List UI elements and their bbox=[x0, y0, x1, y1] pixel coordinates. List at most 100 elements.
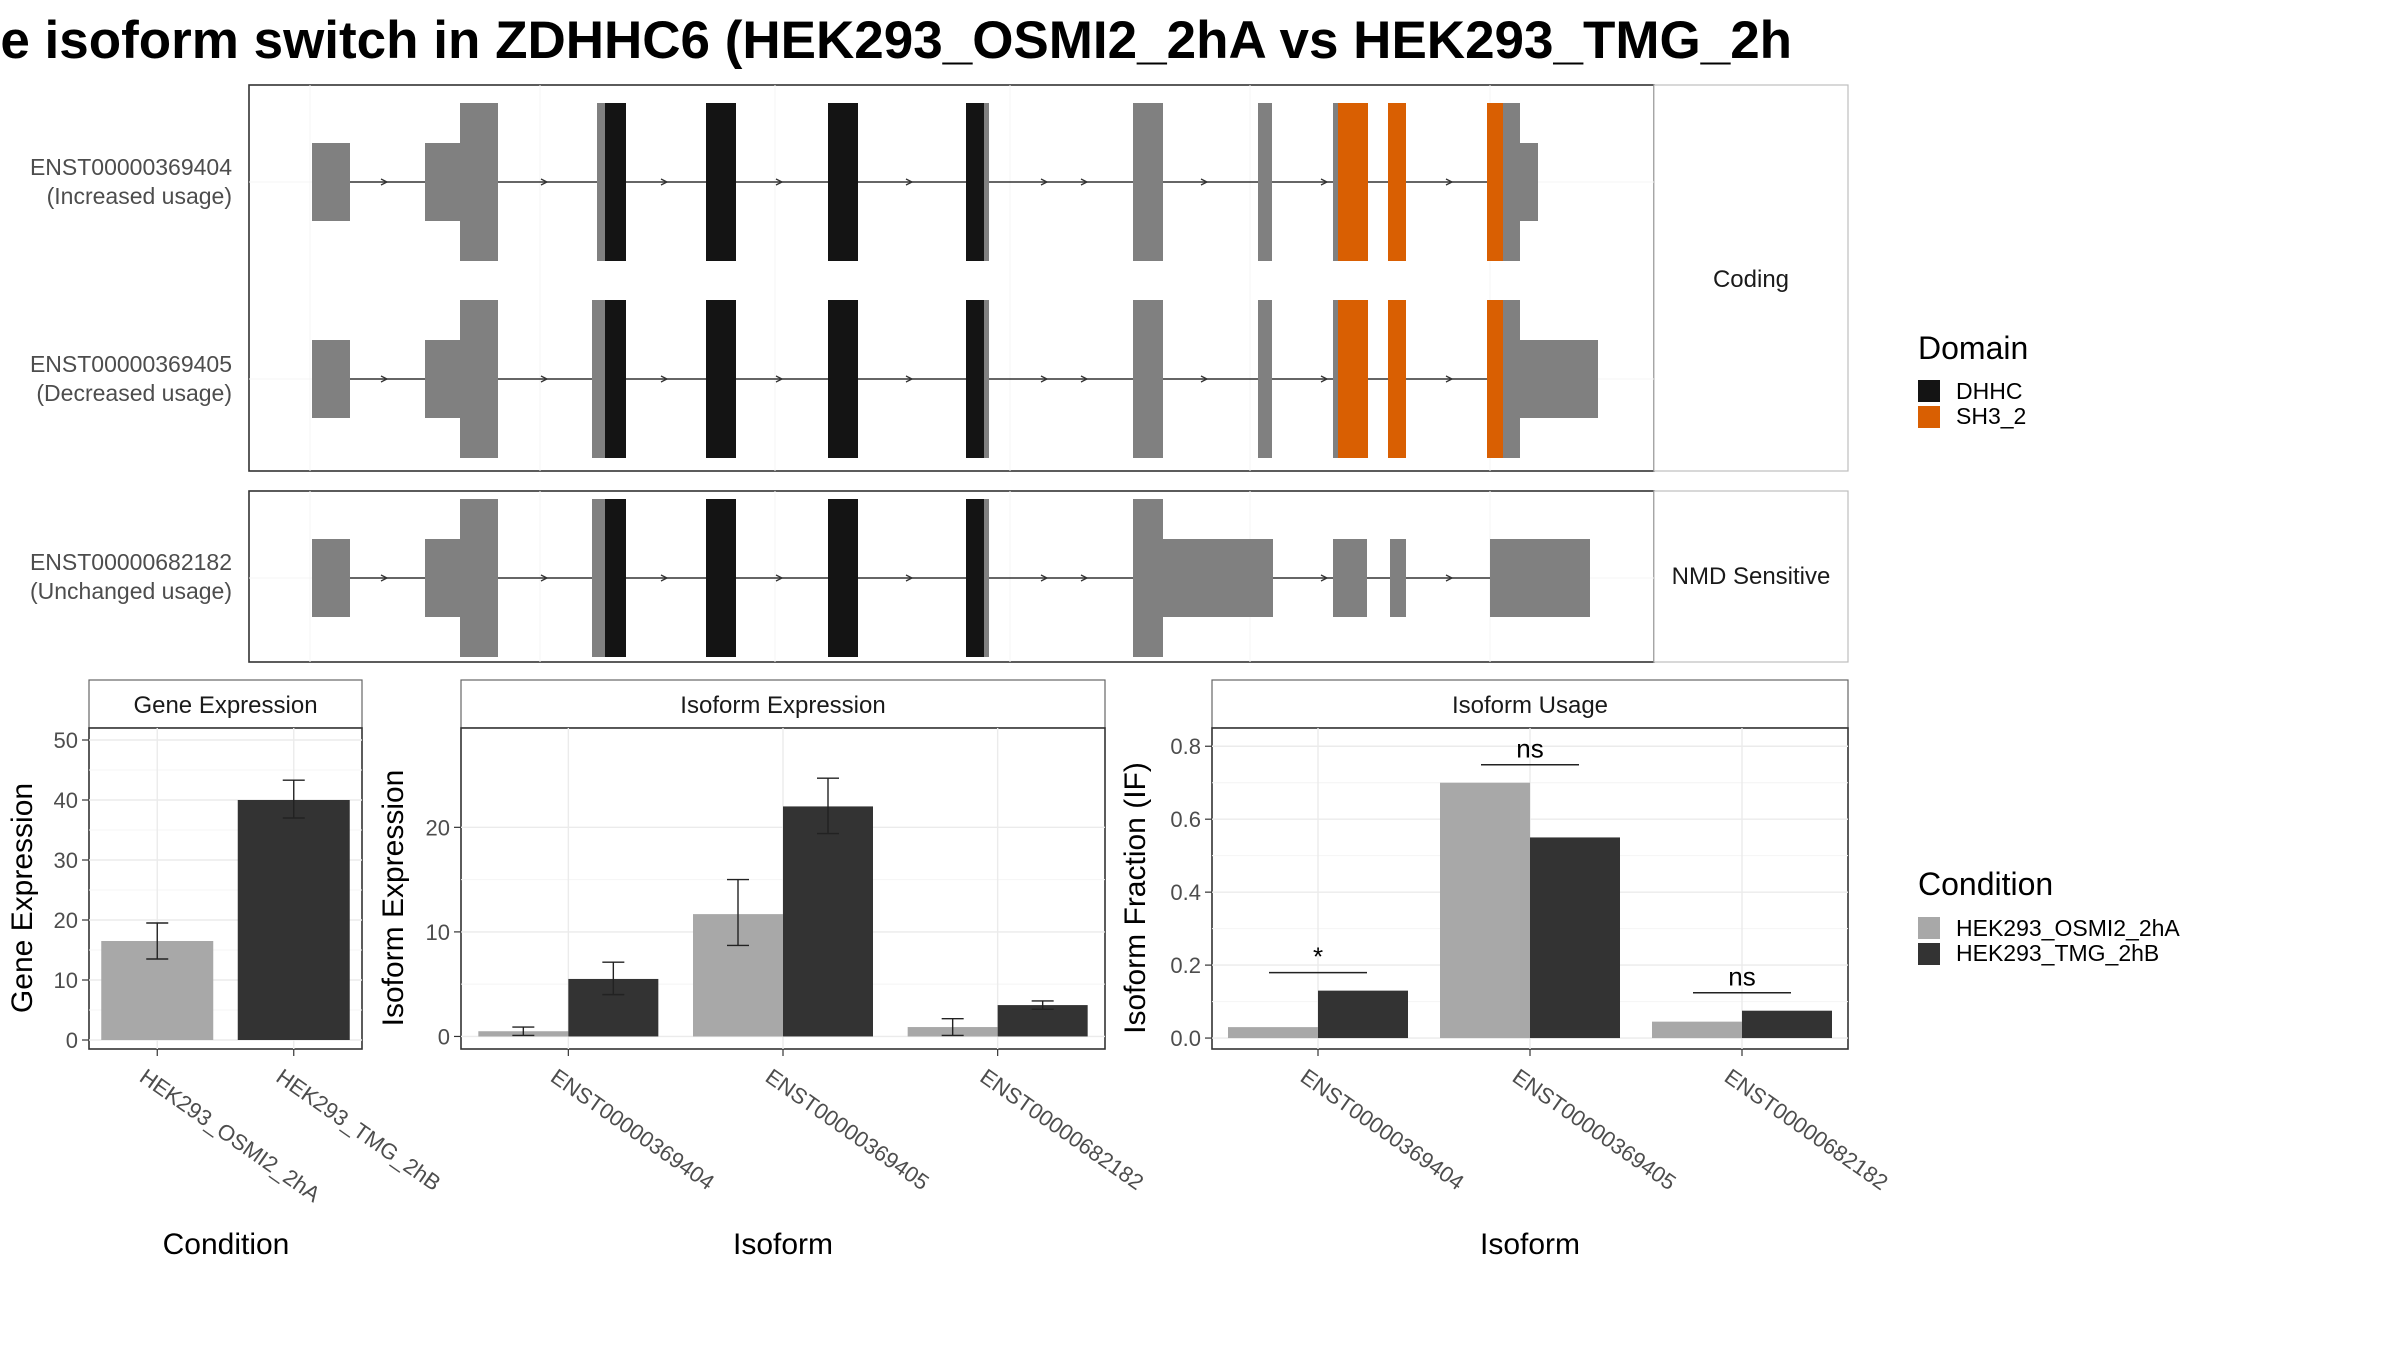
strand-arrow-2 bbox=[540, 178, 549, 186]
strand-arrow-10 bbox=[1445, 178, 1454, 186]
exon-2-cds bbox=[460, 300, 498, 458]
legend-swatch-osmi2 bbox=[1918, 917, 1940, 939]
strand-arrow-0 bbox=[380, 574, 389, 582]
exon-6-cds bbox=[984, 499, 989, 657]
strand-arrow-10 bbox=[1445, 375, 1454, 383]
significance-label-1: ns bbox=[1516, 734, 1543, 764]
bar-ENST00000369405-series-1 bbox=[783, 806, 873, 1037]
exon-2-cds bbox=[460, 499, 498, 657]
y-tick-label-4: 40 bbox=[54, 788, 78, 813]
strand-arrow-3 bbox=[660, 375, 669, 383]
panel-strip bbox=[1211, 679, 1849, 729]
exon-11-utr bbox=[1520, 340, 1598, 418]
y-tick-label-4: 0.8 bbox=[1170, 734, 1201, 759]
panel-title: Isoform Expression bbox=[680, 692, 885, 719]
y-tick-label-2: 20 bbox=[54, 908, 78, 933]
legend-label-osmi2: HEK293_OSMI2_2hA bbox=[1956, 915, 2180, 941]
panel-title: Gene Expression bbox=[133, 692, 317, 719]
bar-ENST00000369404-series-0 bbox=[1228, 1027, 1318, 1039]
exon-9-cds bbox=[1333, 300, 1338, 458]
exon-11-sh3 bbox=[1487, 103, 1503, 261]
strand-arrow-7 bbox=[1080, 574, 1089, 582]
y-tick-label-5: 50 bbox=[54, 728, 78, 753]
strand-arrow-6 bbox=[1040, 375, 1049, 383]
strand-arrow-9 bbox=[1320, 375, 1329, 383]
panel-strip bbox=[88, 679, 363, 729]
y-tick-label-2: 20 bbox=[426, 815, 450, 840]
exon-11-utr bbox=[1520, 143, 1538, 221]
exon-6-dhhc bbox=[966, 103, 984, 261]
exon-2-cds bbox=[460, 103, 498, 261]
x-tick-label-0: ENST00000369404 bbox=[1296, 1064, 1469, 1195]
legend-label-tmg: HEK293_TMG_2hB bbox=[1956, 940, 2159, 966]
strand-arrow-5 bbox=[905, 375, 914, 383]
error-bar-0 bbox=[146, 922, 169, 960]
strand-arrow-5 bbox=[905, 178, 914, 186]
domain-legend-title: Domain bbox=[1918, 330, 2028, 366]
exon-7-utr bbox=[1163, 539, 1273, 617]
exon-11-utr bbox=[1490, 539, 1590, 617]
strand-arrow-0 bbox=[380, 375, 389, 383]
y-tick-label-1: 10 bbox=[426, 920, 450, 945]
error-bar-1-0 bbox=[727, 878, 749, 947]
exon-1-utr bbox=[312, 340, 350, 418]
y-axis-title: Gene Expression bbox=[6, 783, 39, 1013]
isoform-expression-chart: Isoform Expression 0 10 20 ENST00000369404 EN… bbox=[377, 679, 1149, 1261]
exon-11-cds bbox=[1503, 300, 1520, 458]
bar-ENST00000369404-series-1 bbox=[1318, 990, 1408, 1039]
y-tick-label-0: 0 bbox=[438, 1024, 450, 1049]
x-tick-label-2: ENST00000682182 bbox=[1720, 1064, 1893, 1195]
strand-arrow-4 bbox=[775, 375, 784, 383]
x-tick-label-2: ENST00000682182 bbox=[976, 1064, 1149, 1195]
y-axis-title: Isoform Fraction (IF) bbox=[1119, 762, 1152, 1034]
error-bar-0-0 bbox=[512, 1026, 535, 1037]
exon-11-sh3 bbox=[1487, 300, 1503, 458]
error-bar-2-1 bbox=[1031, 1000, 1054, 1010]
exon-4-dhhc bbox=[706, 300, 736, 458]
strand-arrow-7 bbox=[1080, 375, 1089, 383]
exon-8-cds bbox=[1258, 300, 1272, 458]
coding-strip bbox=[1653, 84, 1849, 472]
exon-5-dhhc bbox=[828, 300, 858, 458]
strand-arrow-0 bbox=[380, 178, 389, 186]
error-bar-1 bbox=[282, 779, 305, 819]
strand-arrow-8 bbox=[1200, 178, 1209, 186]
y-tick-label-0: 0 bbox=[66, 1028, 78, 1053]
exon-7-cds bbox=[1133, 300, 1163, 458]
exon-6-dhhc bbox=[966, 300, 984, 458]
condition-legend-title: Condition bbox=[1918, 866, 2053, 902]
exon-2-utr bbox=[425, 340, 463, 418]
y-tick-label-2: 0.4 bbox=[1170, 880, 1201, 905]
exon-2-utr bbox=[425, 143, 463, 221]
bar-ENST00000682182-series-1 bbox=[1742, 1010, 1832, 1039]
error-bar-1-1 bbox=[817, 777, 839, 835]
y-tick-label-0: 0.0 bbox=[1170, 1026, 1201, 1051]
chart-title: he isoform switch in ZDHHC6 (HEK293_OSMI… bbox=[0, 11, 1792, 70]
strand-arrow-10 bbox=[1445, 574, 1454, 582]
bar-ENST00000369405-series-0 bbox=[1440, 782, 1530, 1039]
error-bar-2-0 bbox=[941, 1017, 964, 1037]
x-tick-label-1: ENST00000369405 bbox=[1508, 1064, 1681, 1195]
domain-legend: Domain DHHC SH3_2 bbox=[1918, 330, 2028, 429]
group-label-nmd: NMD Sensitive bbox=[1672, 563, 1831, 590]
strand-arrow-8 bbox=[1200, 375, 1209, 383]
transcript-id-3: ENST00000682182 bbox=[30, 549, 232, 575]
exon-9-utr bbox=[1333, 539, 1367, 617]
exon-6-dhhc bbox=[966, 499, 984, 657]
y-tick-label-3: 30 bbox=[54, 848, 78, 873]
exon-9-sh3 bbox=[1338, 300, 1368, 458]
exon-3-dhhc bbox=[605, 300, 626, 458]
strand-arrow-3 bbox=[660, 574, 669, 582]
isoform-usage-chart: Isoform Usage 0.0 0.2 0.4 0.6 0.8 * ns ns ENST000… bbox=[1119, 679, 1893, 1261]
transcript-track-1 bbox=[312, 103, 1538, 261]
group-label-coding: Coding bbox=[1713, 266, 1789, 293]
exon-5-dhhc bbox=[828, 499, 858, 657]
strand-arrow-7 bbox=[1080, 178, 1089, 186]
strand-arrow-4 bbox=[775, 574, 784, 582]
strand-arrow-6 bbox=[1040, 178, 1049, 186]
exon-6-cds bbox=[984, 103, 989, 261]
x-tick-label-1: ENST00000369405 bbox=[761, 1064, 934, 1195]
exon-7-cds bbox=[1133, 499, 1163, 657]
strand-arrow-3 bbox=[660, 178, 669, 186]
